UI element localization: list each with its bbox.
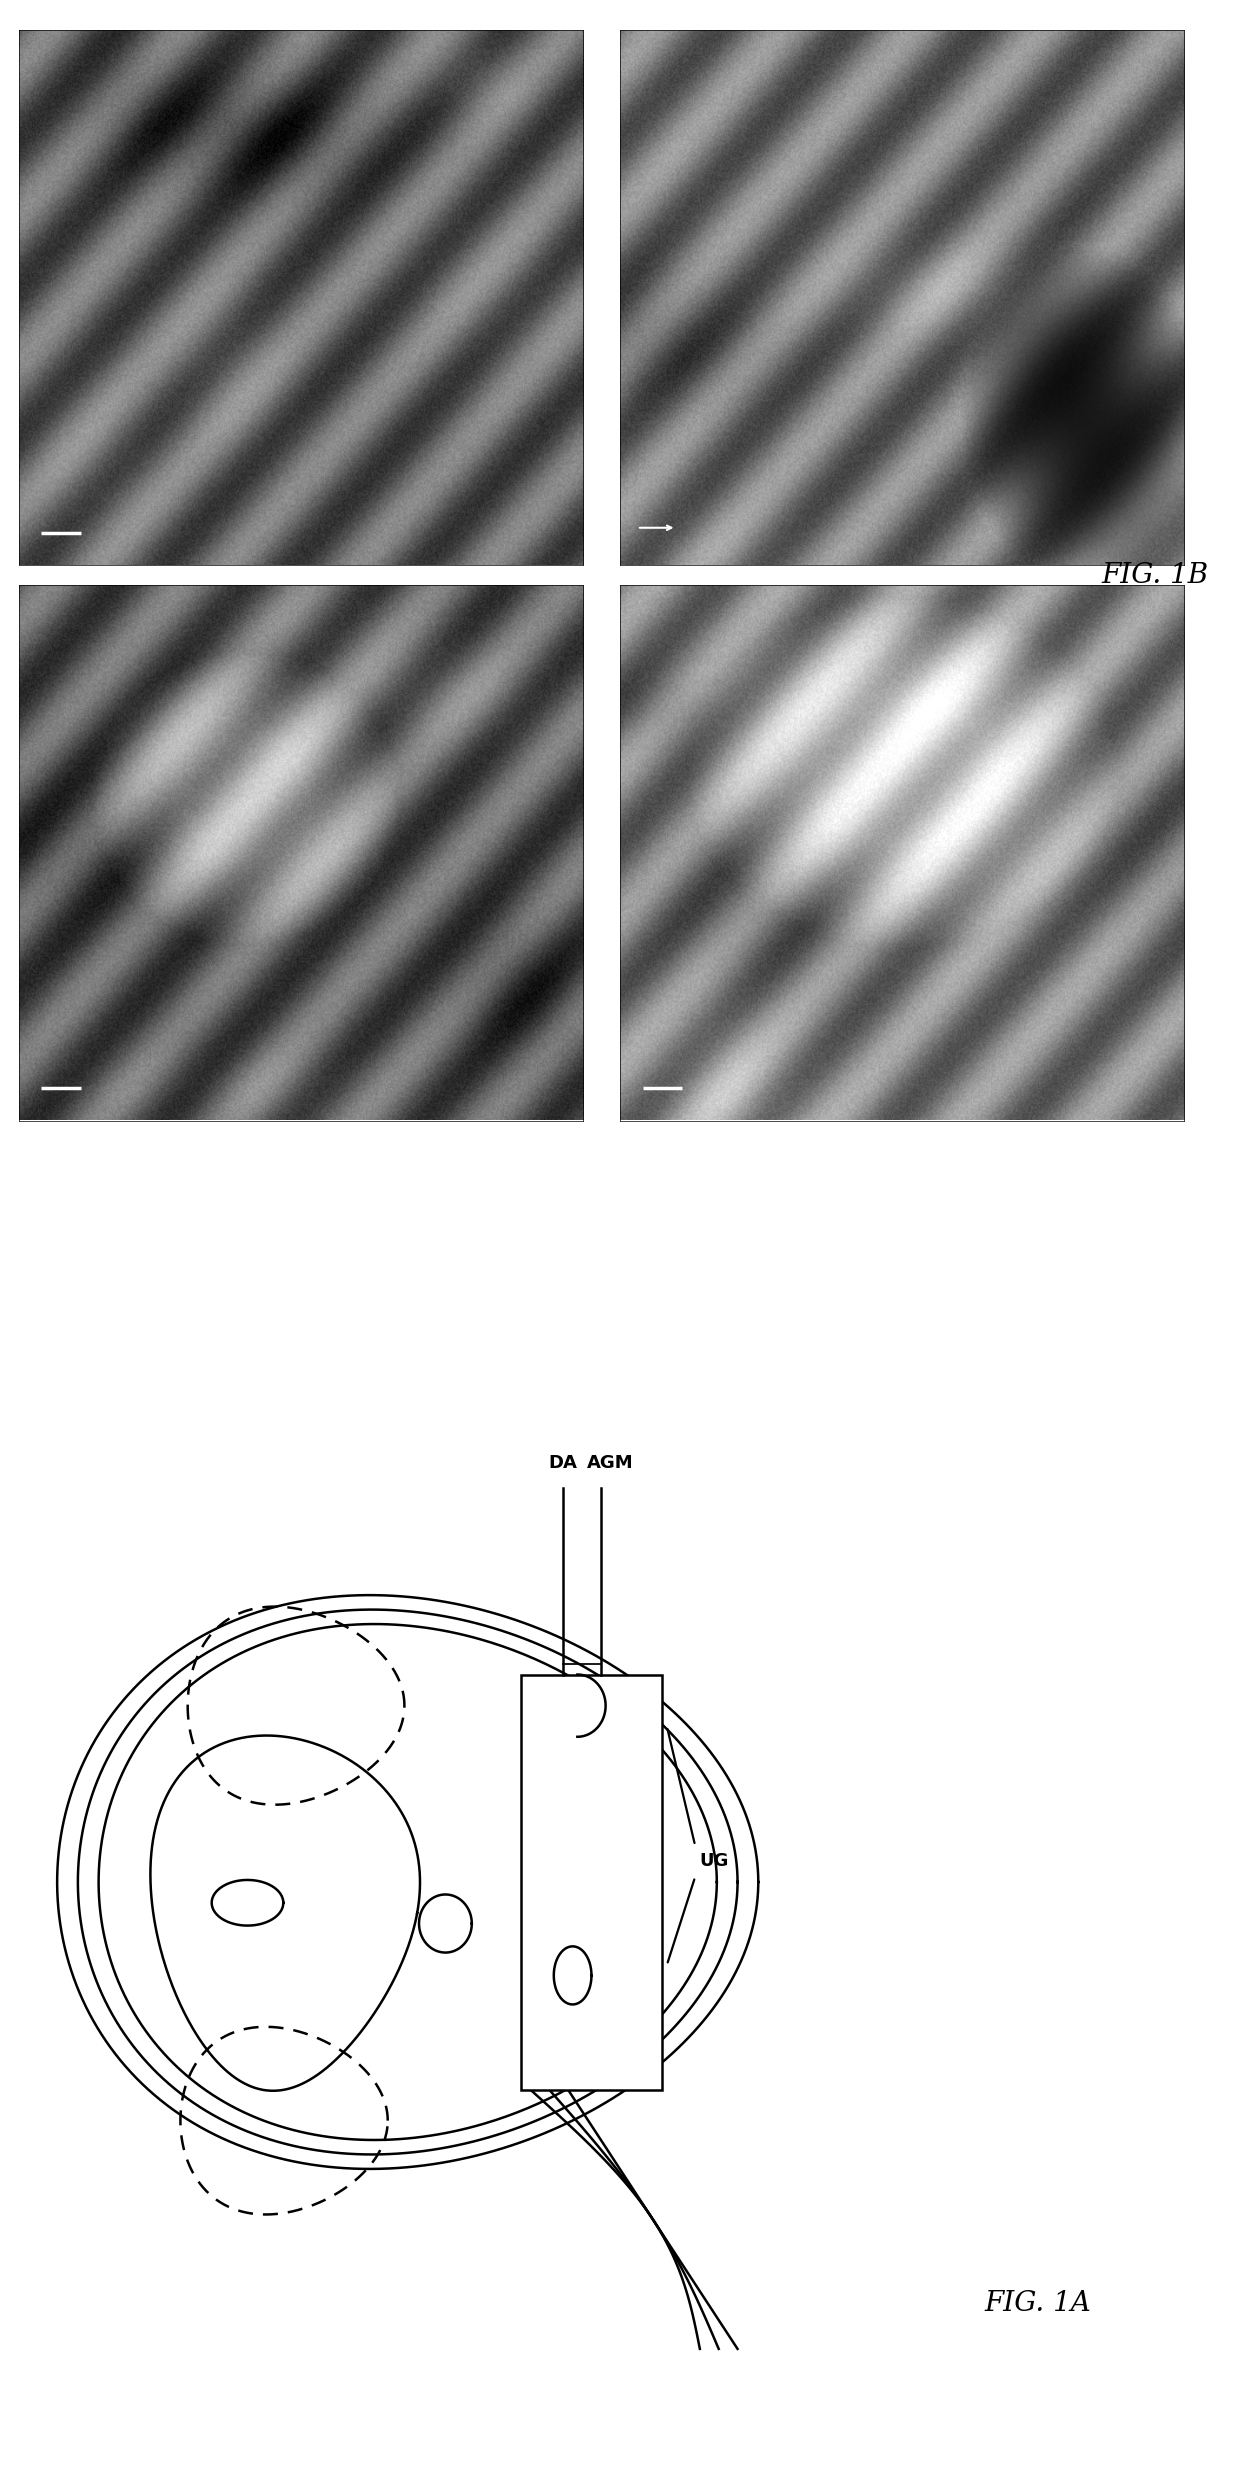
Bar (521, 1673, 662, 2089)
Text: UG: UG (699, 1853, 729, 1870)
Text: DA: DA (549, 1454, 578, 1472)
Text: FIG. 1A: FIG. 1A (985, 2291, 1091, 2316)
Text: AGM: AGM (587, 1454, 634, 1472)
Text: FIG. 1B: FIG. 1B (1102, 563, 1209, 588)
